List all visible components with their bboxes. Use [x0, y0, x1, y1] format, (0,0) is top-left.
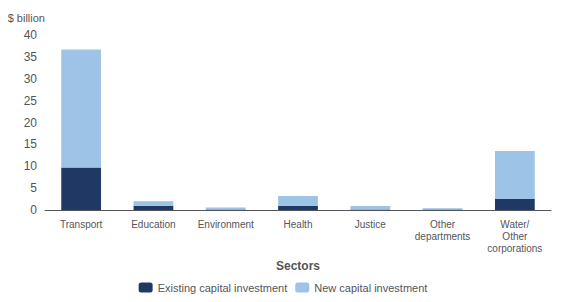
svg-text:10: 10	[24, 159, 38, 173]
svg-text:Other: Other	[502, 231, 528, 242]
svg-text:35: 35	[24, 50, 38, 64]
svg-text:Health: Health	[284, 219, 313, 230]
svg-text:Other: Other	[430, 219, 456, 230]
svg-text:20: 20	[24, 116, 38, 130]
svg-text:Sectors: Sectors	[276, 259, 320, 273]
svg-text:Water/: Water/	[500, 219, 529, 230]
svg-text:Justice: Justice	[355, 219, 387, 230]
svg-text:Transport: Transport	[60, 219, 103, 230]
svg-text:corporations: corporations	[487, 243, 542, 254]
svg-text:Environment: Environment	[198, 219, 254, 230]
svg-text:departments: departments	[415, 231, 471, 242]
svg-text:30: 30	[24, 72, 38, 86]
svg-text:0: 0	[30, 203, 37, 217]
svg-text:$ billion: $ billion	[8, 12, 45, 24]
svg-text:Existing capital investment: Existing capital investment	[158, 282, 288, 294]
svg-text:Education: Education	[131, 219, 175, 230]
svg-text:New capital investment: New capital investment	[314, 282, 427, 294]
svg-text:40: 40	[24, 28, 38, 42]
svg-text:15: 15	[24, 137, 38, 151]
svg-text:25: 25	[24, 94, 38, 108]
svg-text:5: 5	[30, 181, 37, 195]
